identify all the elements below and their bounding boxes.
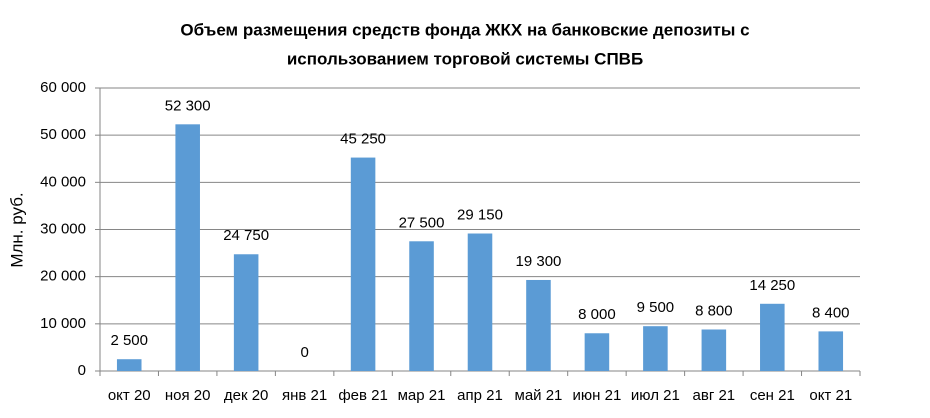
bar xyxy=(760,303,785,371)
data-label: 8 000 xyxy=(578,306,616,323)
bar xyxy=(233,254,259,371)
data-label: 9 500 xyxy=(637,299,675,316)
x-tick-label: окт 21 xyxy=(809,387,852,404)
chart-title: Объем размещения средств фонда ЖКХ на ба… xyxy=(180,20,749,39)
bar xyxy=(643,326,668,371)
y-tick-label: 10 000 xyxy=(40,315,86,332)
x-tick-label: дек 20 xyxy=(224,387,269,404)
x-tick-label: янв 21 xyxy=(282,387,327,404)
bar xyxy=(116,359,142,371)
data-label: 29 150 xyxy=(457,206,503,223)
y-tick-label: 50 000 xyxy=(40,126,86,143)
data-label: 2 500 xyxy=(110,332,148,349)
data-label: 45 250 xyxy=(340,131,386,148)
data-label: 8 800 xyxy=(695,302,733,319)
bar xyxy=(526,279,551,371)
data-label: 0 xyxy=(300,344,308,361)
y-tick-label: 30 000 xyxy=(40,220,86,237)
y-axis-title: Млн. руб. xyxy=(7,192,26,267)
data-label: 14 250 xyxy=(749,277,795,294)
x-tick-label: июн 21 xyxy=(573,387,622,404)
x-tick-label: фев 21 xyxy=(338,387,388,404)
y-tick-label: 20 000 xyxy=(40,268,86,285)
x-tick-label: окт 20 xyxy=(108,387,151,404)
x-tick-label: ноя 20 xyxy=(165,387,211,404)
bar xyxy=(409,241,434,371)
data-label: 52 300 xyxy=(165,97,211,114)
chart-title: использованием торговой системы СПВБ xyxy=(287,49,643,68)
x-tick-label: май 21 xyxy=(515,387,563,404)
bar xyxy=(467,233,493,371)
data-label: 8 400 xyxy=(812,304,850,321)
bar xyxy=(175,124,200,372)
y-tick-label: 40 000 xyxy=(40,173,86,190)
x-tick-label: июл 21 xyxy=(631,387,680,404)
x-tick-label: апр 21 xyxy=(457,387,503,404)
bar xyxy=(701,329,727,371)
x-tick-label: сен 21 xyxy=(750,387,795,404)
y-tick-label: 0 xyxy=(78,362,86,379)
x-tick-label: мар 21 xyxy=(398,387,446,404)
data-label: 19 300 xyxy=(516,253,562,270)
bar xyxy=(818,331,844,371)
bar xyxy=(584,333,610,371)
data-label: 24 750 xyxy=(223,227,269,244)
x-tick-label: авг 21 xyxy=(693,387,736,404)
bar xyxy=(350,157,376,371)
y-tick-label: 60 000 xyxy=(40,79,86,96)
data-label: 27 500 xyxy=(399,214,445,231)
